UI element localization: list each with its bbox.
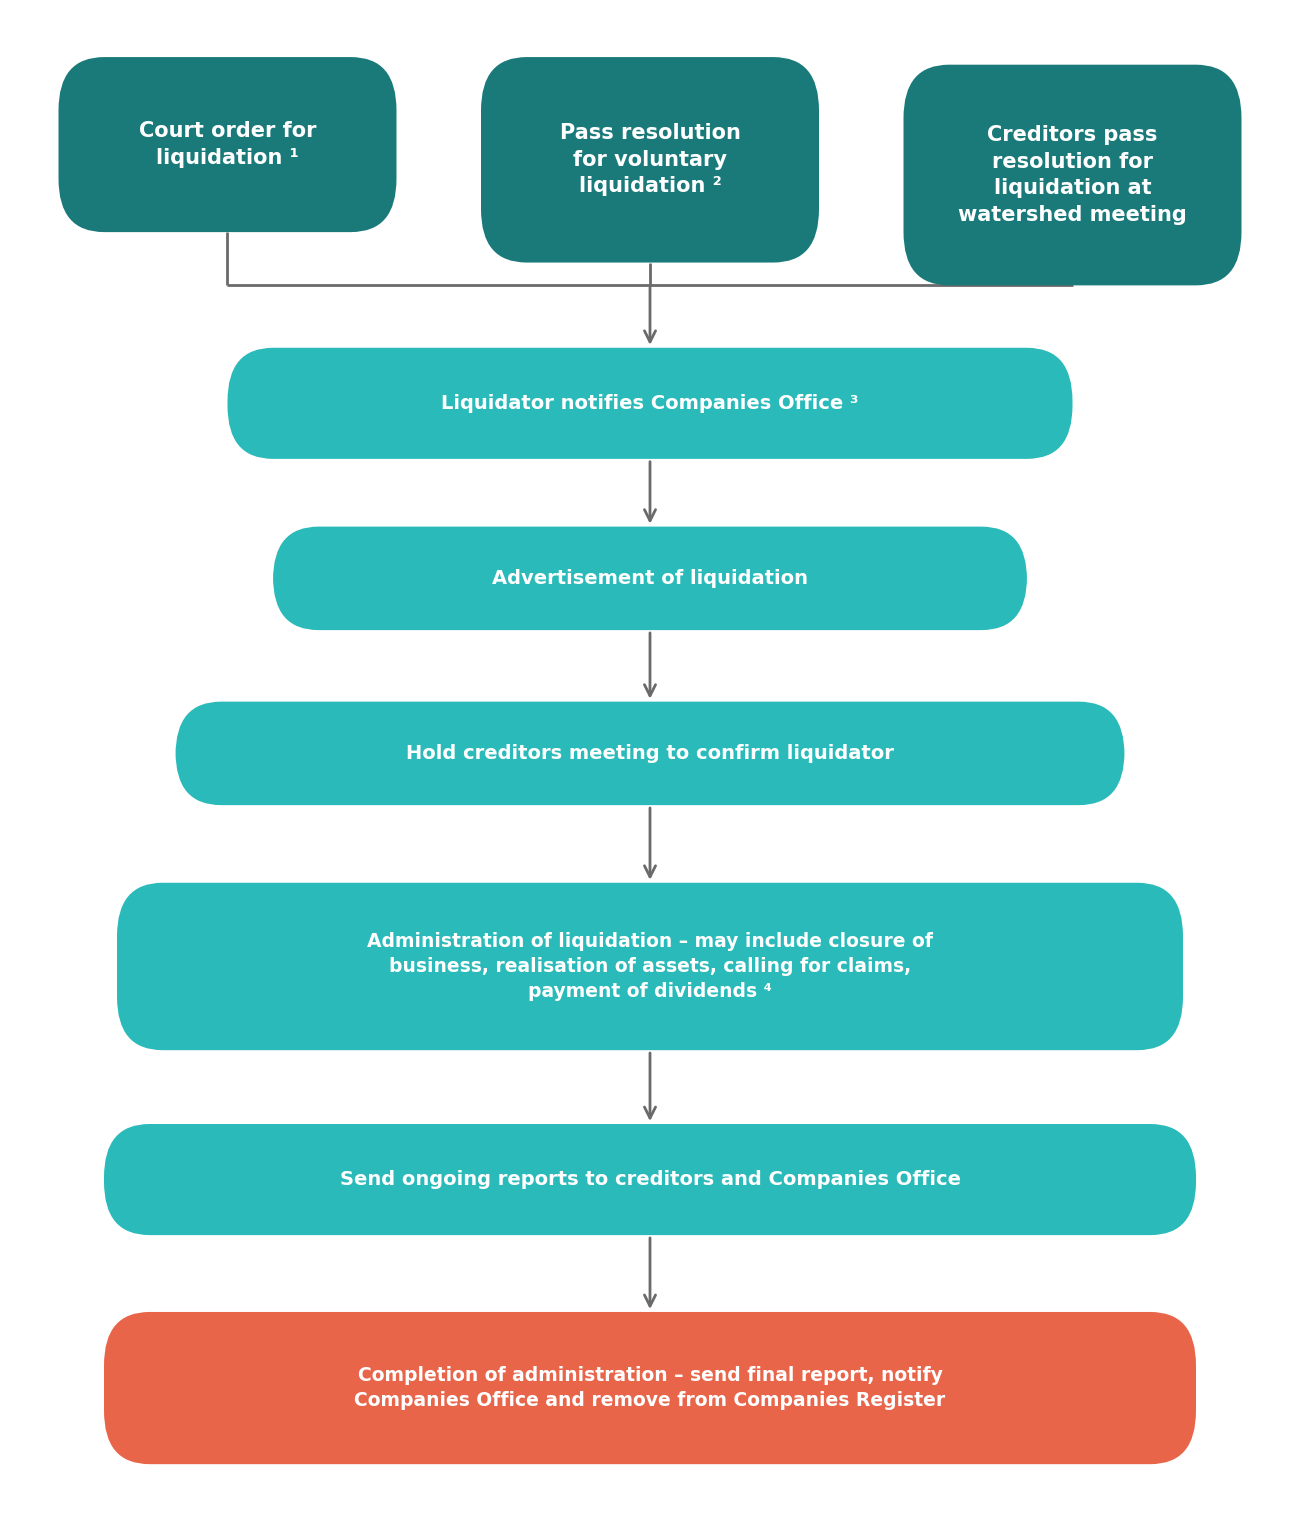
- FancyBboxPatch shape: [903, 64, 1242, 286]
- Text: Pass resolution
for voluntary
liquidation ²: Pass resolution for voluntary liquidatio…: [559, 123, 741, 196]
- Text: Court order for
liquidation ¹: Court order for liquidation ¹: [139, 122, 316, 167]
- Text: Administration of liquidation – may include closure of
business, realisation of : Administration of liquidation – may incl…: [367, 931, 933, 1001]
- FancyBboxPatch shape: [104, 1312, 1196, 1464]
- FancyBboxPatch shape: [227, 349, 1072, 460]
- FancyBboxPatch shape: [273, 527, 1027, 630]
- Text: Advertisement of liquidation: Advertisement of liquidation: [491, 569, 809, 587]
- FancyBboxPatch shape: [481, 56, 819, 262]
- FancyBboxPatch shape: [104, 1123, 1196, 1236]
- FancyBboxPatch shape: [176, 702, 1124, 805]
- FancyBboxPatch shape: [58, 56, 396, 231]
- Text: Hold creditors meeting to confirm liquidator: Hold creditors meeting to confirm liquid…: [406, 744, 894, 763]
- Text: Send ongoing reports to creditors and Companies Office: Send ongoing reports to creditors and Co…: [339, 1170, 961, 1189]
- Text: Completion of administration – send final report, notify
Companies Office and re: Completion of administration – send fina…: [355, 1367, 945, 1409]
- Text: Creditors pass
resolution for
liquidation at
watershed meeting: Creditors pass resolution for liquidatio…: [958, 125, 1187, 225]
- FancyBboxPatch shape: [117, 883, 1183, 1050]
- Text: Liquidator notifies Companies Office ³: Liquidator notifies Companies Office ³: [441, 394, 859, 412]
